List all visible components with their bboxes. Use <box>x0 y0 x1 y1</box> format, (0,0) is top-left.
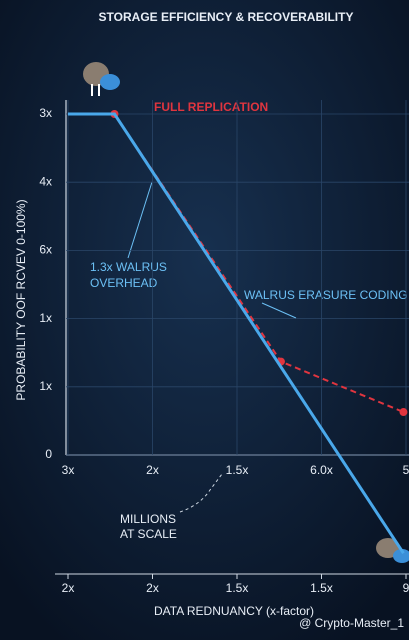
x-axis-label: DATA REDNUANCY (x-factor) <box>154 604 314 618</box>
x-tick-label: 6.0x <box>310 463 333 477</box>
x-tick-label: 2x <box>62 581 75 595</box>
x-tick-label: 9 <box>403 581 409 595</box>
x-tick-label: 1.5x <box>226 581 249 595</box>
x-tick-label: 1.5x <box>226 463 249 477</box>
pointer <box>261 302 297 319</box>
walrus-icon-top <box>83 62 120 96</box>
x-tick-label: 1.5x <box>310 581 333 595</box>
walrus-icon-bottom <box>376 538 409 563</box>
y-axis-label: PROBABILITY OOF RCVEV 0-100%) <box>14 199 28 400</box>
y-tick-label: 3x <box>39 106 52 120</box>
x-tick-label: 2x <box>146 581 159 595</box>
y-tick-label: 6x <box>39 243 52 257</box>
point <box>399 408 408 417</box>
annotation: MILLIONS <box>120 512 176 526</box>
x-tick-label: 2x <box>146 463 159 477</box>
annotation: AT SCALE <box>120 527 177 541</box>
annotation: WALRUS ERASURE CODING <box>244 288 408 302</box>
x-tick-label: 5 <box>403 463 409 477</box>
pointer <box>127 181 153 259</box>
line <box>68 112 405 555</box>
y-tick-label: 4x <box>39 174 52 188</box>
chart-title: STORAGE EFFICIENCY & RECOVERABILITY <box>99 10 354 24</box>
y-tick-label: 1x <box>39 311 52 325</box>
pointer <box>179 473 223 513</box>
x-tick-label: 3x <box>62 463 75 477</box>
annotation: 1.3x WALRUS <box>90 260 167 274</box>
annotation: OVERHEAD <box>90 276 158 290</box>
y-tick-label: 1x <box>39 379 52 393</box>
y-tick-label: 0 <box>45 447 52 461</box>
annotation: FULL REPLICATION <box>154 100 268 114</box>
watermark: @ Crypto-Master_1 <box>299 616 404 630</box>
